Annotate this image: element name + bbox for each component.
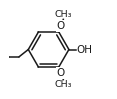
Text: CH₃: CH₃ [55,80,72,89]
Text: CH₃: CH₃ [55,10,72,19]
Text: O: O [57,21,65,31]
Text: O: O [57,68,65,78]
Text: OH: OH [76,44,92,55]
